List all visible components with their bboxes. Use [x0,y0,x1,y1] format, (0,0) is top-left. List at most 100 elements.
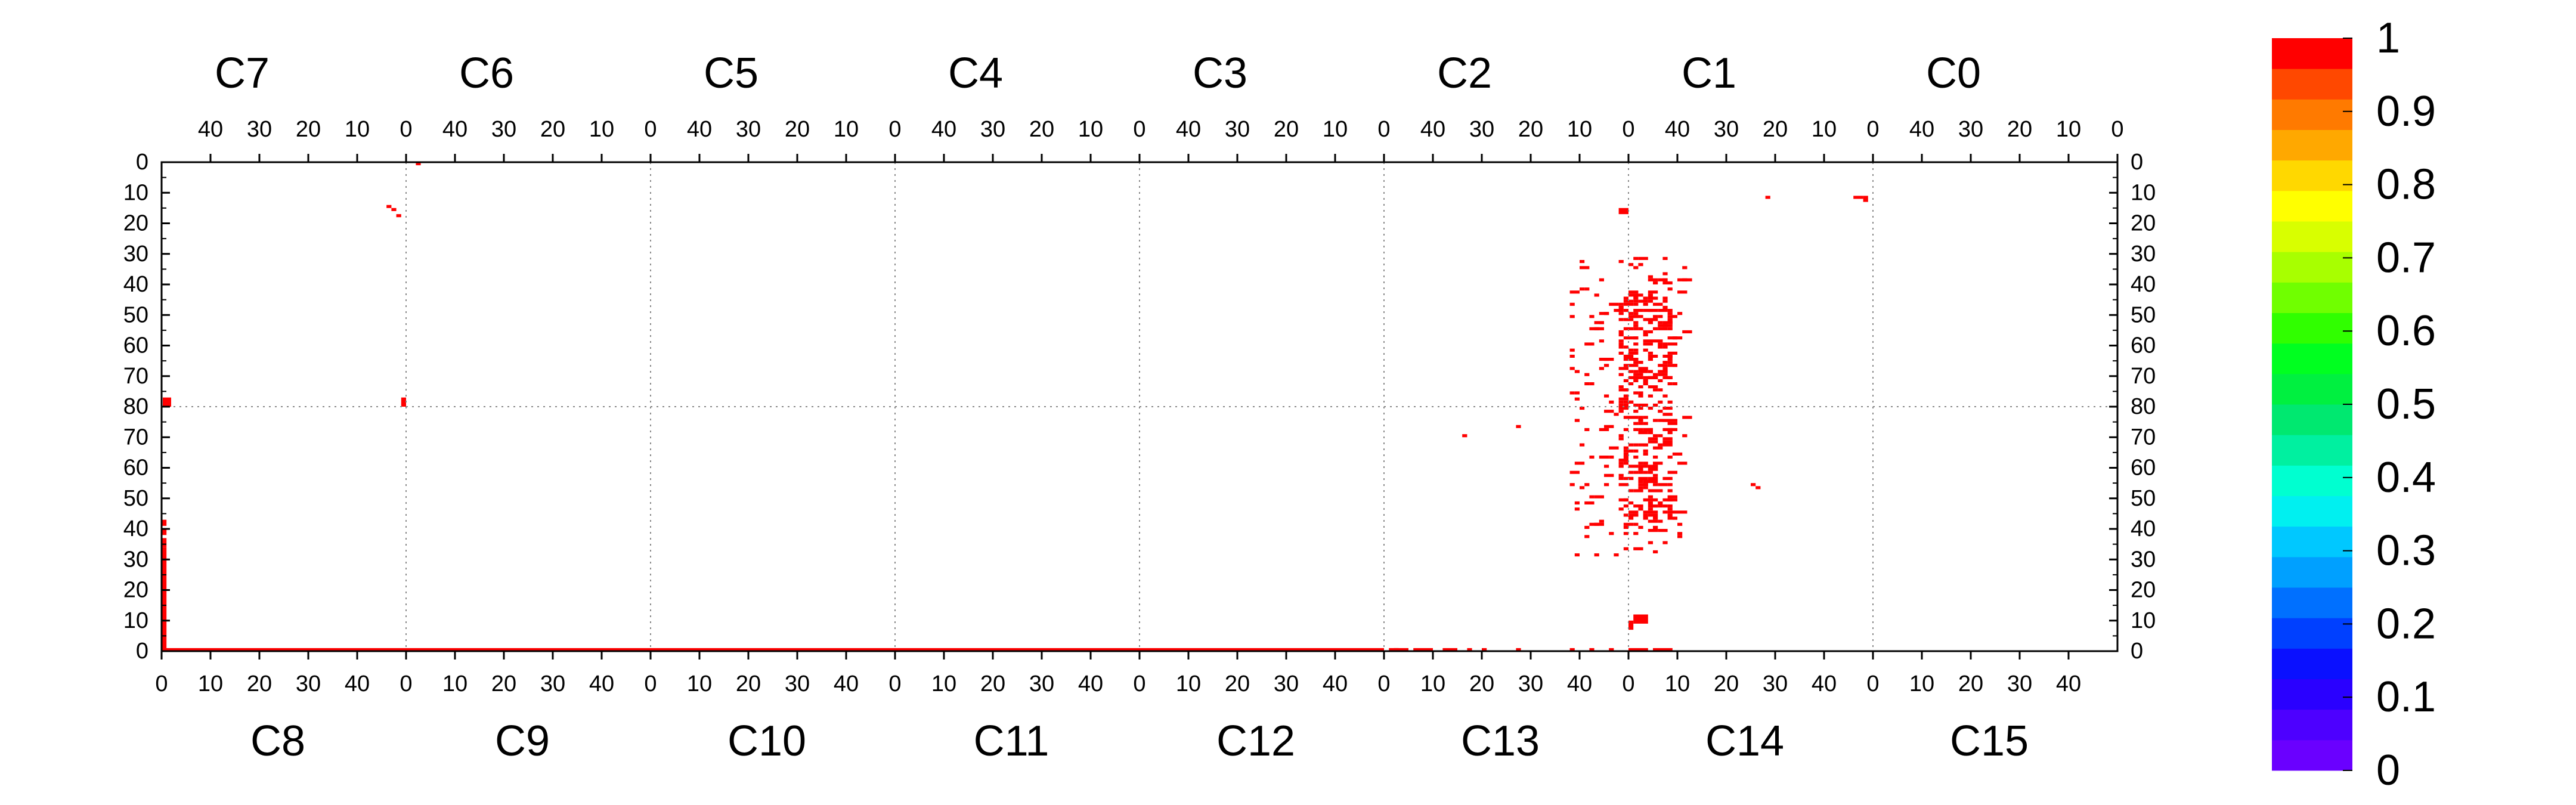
hit-cell [1653,373,1658,376]
hit-cell [1662,299,1668,303]
hit-cell [1604,483,1609,487]
hit-cell [1628,501,1634,504]
hit-cell [1633,391,1639,395]
hit-cell [1633,361,1639,364]
hit-cell [1628,443,1634,447]
hit-cluster [163,397,171,407]
y-tick-label-left: 50 [123,302,148,327]
hit-cluster [386,205,392,208]
hit-cell [1628,354,1634,358]
y-tick-label-right: 20 [2131,211,2156,236]
hit-cell [1623,309,1628,312]
hit-cell [1623,358,1628,361]
bottom-tick-label: 0 [1133,671,1145,696]
hit-cell [1662,498,1673,501]
hit-cell [1633,376,1643,379]
hit-cluster [401,397,406,407]
top-tick-label: 0 [1377,117,1390,142]
hit-cell [1618,403,1624,407]
hit-cell [1677,522,1683,526]
y-tick-label-right: 30 [2131,547,2156,572]
hit-cluster [1765,196,1770,199]
hit-cell [1638,370,1648,373]
hit-cell [1658,519,1663,523]
hit-cell [1662,361,1668,364]
hit-cell [1653,513,1658,517]
hit-cell [1658,321,1663,324]
top-tick-label: 40 [1176,117,1201,142]
hit-cell [1618,462,1624,465]
hit-cell [1638,486,1643,490]
hit-cell [1667,309,1673,312]
hit-cell [1638,327,1643,330]
hit-cell [1653,483,1658,487]
hit-cell [1633,324,1639,327]
hit-cell [1638,480,1643,484]
colorbar-segment [2272,496,2352,527]
hit-cell [1648,440,1653,444]
hit-cell [1633,428,1639,431]
top-tick-label: 10 [589,117,614,142]
hit-cell [1609,400,1614,404]
hit-cell [1618,483,1628,487]
y-tick-label-right: 80 [2131,394,2156,419]
hit-cell [1653,498,1658,501]
hit-cell [1628,263,1634,267]
hit-cell [1667,456,1673,459]
hit-cell [1643,382,1648,386]
hit-row-stripe [1394,648,1408,651]
colorbar-segment [2272,38,2352,69]
y-tick-label-left: 20 [123,211,148,236]
bottom-tick-label: 10 [1665,671,1690,696]
y-tick-label-left: 40 [123,516,148,541]
hit-cell [1653,403,1658,407]
bottom-tick-label: 40 [1812,671,1837,696]
hit-cell [1653,339,1663,343]
bottom-tick-label: 30 [296,671,321,696]
bottom-tick-label: 10 [442,671,467,696]
hit-cell [1609,446,1619,450]
chip-label-top: C1 [1682,49,1736,97]
hit-cell [1618,465,1624,468]
hit-cluster [1618,208,1628,215]
hit-cell [1574,553,1580,557]
hit-cell [1672,336,1677,340]
hit-cell [1648,309,1658,312]
hit-cell [1648,495,1653,499]
hit-cell [1574,501,1580,504]
hit-cell [1667,489,1673,493]
axis-labels: C7 C6 C5 C4 C3 C2 C1 C0 C8 C9 C10 C11 C12 C13 C14 C15 [215,49,2029,765]
hit-cell [1643,513,1648,517]
hit-cell [1633,309,1643,312]
top-tick-label: 0 [2111,117,2123,142]
hit-cell [1643,302,1648,306]
hit-cell [1677,532,1683,535]
y-tick-label-right: 60 [2131,333,2156,358]
colorbar-segment [2272,190,2352,222]
hit-cell [1653,550,1658,553]
hit-cell [1667,342,1677,346]
top-tick-label: 20 [1274,117,1299,142]
y-tick-label-left: 0 [136,639,148,664]
bottom-tick-label: 30 [1274,671,1299,696]
hit-cell [1638,443,1648,447]
hit-cell [1667,507,1673,511]
hit-cell [1628,364,1639,367]
hit-row-stripe [1609,648,1614,651]
bottom-tick-label: 30 [1029,671,1054,696]
hit-cell [1653,434,1658,438]
hit-cell [1618,473,1624,477]
hit-row-stripe [1589,648,1594,651]
hit-cell [1667,382,1673,386]
hit-cell [1633,470,1639,474]
top-tick-label: 30 [1469,117,1494,142]
hit-cell [1633,422,1639,425]
hit-cell [1643,416,1648,419]
bottom-tick-label: 10 [198,671,223,696]
hit-row-stripe [1140,648,1384,651]
hit-cell [1623,462,1628,465]
chip-label-top: C5 [704,49,758,97]
hit-cell [1638,504,1643,508]
top-tick-label: 30 [980,117,1005,142]
